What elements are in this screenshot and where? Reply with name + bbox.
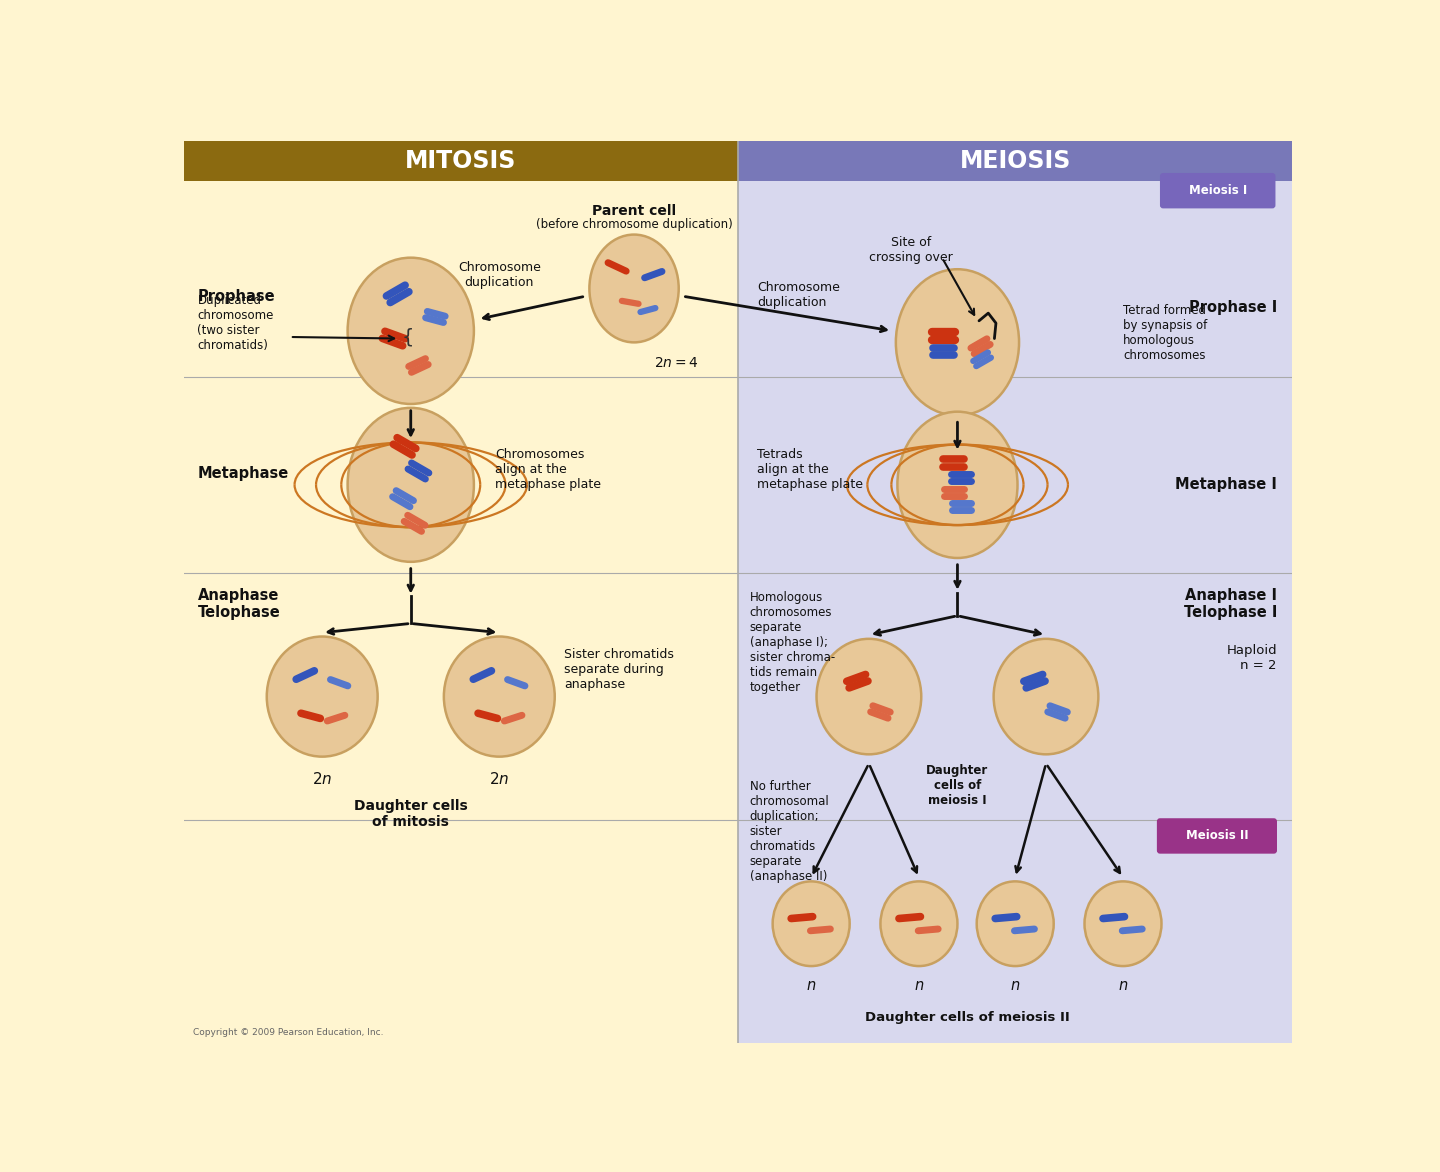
Text: Daughter
cells of
meiosis I: Daughter cells of meiosis I bbox=[926, 764, 989, 806]
Text: Prophase: Prophase bbox=[197, 288, 275, 304]
Text: Sister chromatids
separate during
anaphase: Sister chromatids separate during anapha… bbox=[564, 648, 674, 691]
Text: Site of
crossing over: Site of crossing over bbox=[870, 236, 953, 264]
Ellipse shape bbox=[266, 636, 377, 757]
Text: Chromosomes
align at the
metaphase plate: Chromosomes align at the metaphase plate bbox=[495, 448, 602, 491]
FancyBboxPatch shape bbox=[1156, 818, 1277, 853]
Text: Metaphase I: Metaphase I bbox=[1175, 477, 1277, 492]
Text: Chromosome
duplication: Chromosome duplication bbox=[458, 261, 541, 289]
Ellipse shape bbox=[816, 639, 922, 755]
Text: Duplicated
chromosome
(two sister
chromatids): Duplicated chromosome (two sister chroma… bbox=[197, 294, 274, 352]
Text: Anaphase
Telophase: Anaphase Telophase bbox=[197, 588, 281, 620]
Text: Metaphase: Metaphase bbox=[197, 465, 288, 481]
Text: {: { bbox=[402, 327, 413, 347]
Ellipse shape bbox=[994, 639, 1099, 755]
Bar bbox=[739, 141, 1293, 180]
Ellipse shape bbox=[347, 408, 474, 561]
Ellipse shape bbox=[880, 881, 958, 966]
Text: Haploid
n = 2: Haploid n = 2 bbox=[1227, 645, 1277, 672]
Ellipse shape bbox=[896, 270, 1020, 416]
Text: $n$: $n$ bbox=[806, 977, 816, 993]
Ellipse shape bbox=[773, 881, 850, 966]
Ellipse shape bbox=[347, 258, 474, 404]
Text: Copyright © 2009 Pearson Education, Inc.: Copyright © 2009 Pearson Education, Inc. bbox=[193, 1028, 383, 1037]
Text: Chromosome
duplication: Chromosome duplication bbox=[757, 280, 840, 308]
Bar bbox=[184, 141, 739, 1043]
FancyBboxPatch shape bbox=[1161, 173, 1276, 209]
Text: $n$: $n$ bbox=[1009, 977, 1021, 993]
Text: $n$: $n$ bbox=[914, 977, 924, 993]
Text: $2n$: $2n$ bbox=[312, 770, 333, 786]
Bar bbox=[184, 141, 739, 180]
Ellipse shape bbox=[897, 411, 1018, 558]
Text: No further
chromosomal
duplication;
sister
chromatids
separate
(anaphase II): No further chromosomal duplication; sist… bbox=[750, 779, 829, 883]
Text: Meiosis I: Meiosis I bbox=[1188, 184, 1247, 197]
Ellipse shape bbox=[976, 881, 1054, 966]
Text: MEIOSIS: MEIOSIS bbox=[959, 149, 1071, 172]
Text: Daughter cells
of mitosis: Daughter cells of mitosis bbox=[354, 799, 468, 830]
Ellipse shape bbox=[444, 636, 554, 757]
Text: Meiosis II: Meiosis II bbox=[1185, 830, 1248, 843]
Text: Prophase I: Prophase I bbox=[1189, 300, 1277, 315]
Text: $2n$: $2n$ bbox=[490, 770, 510, 786]
Text: Daughter cells of meiosis II: Daughter cells of meiosis II bbox=[864, 1010, 1070, 1023]
Text: (before chromosome duplication): (before chromosome duplication) bbox=[536, 218, 733, 231]
Ellipse shape bbox=[589, 234, 678, 342]
Text: Tetrads
align at the
metaphase plate: Tetrads align at the metaphase plate bbox=[757, 448, 863, 491]
Text: Anaphase I
Telophase I: Anaphase I Telophase I bbox=[1184, 588, 1277, 620]
Text: $2n = 4$: $2n = 4$ bbox=[654, 356, 698, 370]
Text: Tetrad formed
by synapsis of
homologous
chromosomes: Tetrad formed by synapsis of homologous … bbox=[1123, 305, 1207, 362]
Text: MITOSIS: MITOSIS bbox=[405, 149, 517, 172]
Text: Parent cell: Parent cell bbox=[592, 204, 677, 218]
Text: $n$: $n$ bbox=[1117, 977, 1128, 993]
Text: Homologous
chromosomes
separate
(anaphase I);
sister chroma-
tids remain
togethe: Homologous chromosomes separate (anaphas… bbox=[750, 591, 835, 694]
Bar bbox=[739, 141, 1293, 1043]
Ellipse shape bbox=[1084, 881, 1162, 966]
